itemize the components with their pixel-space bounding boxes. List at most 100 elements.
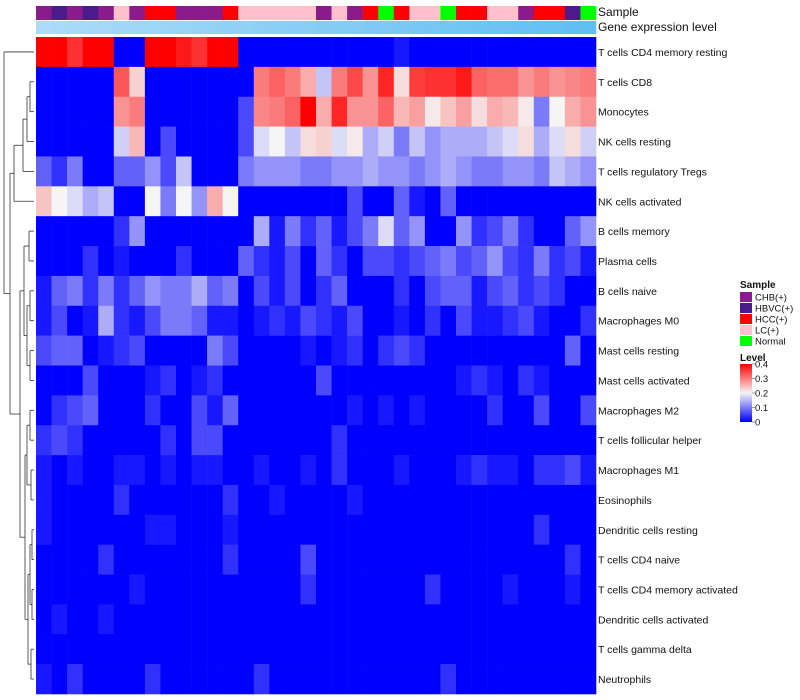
heatmap-cell [144,514,161,545]
heatmap-cell [564,96,581,127]
sample-legend-label: CHB(+) [755,293,787,304]
heatmap-cell [316,246,332,277]
heatmap-cell [51,365,68,396]
heatmap-cell [238,246,255,277]
sample-annotation-cell [160,6,177,20]
heatmap-cell [51,66,68,98]
heatmap-cell [331,365,348,396]
heatmap-cell [300,634,317,665]
heatmap-cell [113,664,130,695]
heatmap-cell [409,634,426,665]
heatmap-cell [331,275,348,307]
heatmap-cell [331,395,348,426]
heatmap-cell [393,275,410,307]
heatmap-cell [549,514,566,545]
heatmap-cells [36,37,597,695]
heatmap-cell [176,664,192,695]
heatmap-cell [113,395,130,426]
row-label: T cells CD4 memory activated [598,584,738,596]
heatmap-cell [456,66,472,98]
heatmap-cell [393,216,410,247]
heatmap-cell [424,335,441,366]
heatmap-cell [440,305,457,336]
heatmap-cell [378,544,395,575]
heatmap-cell [129,664,146,695]
heatmap-cell [207,335,223,366]
heatmap-cell [51,275,68,307]
heatmap-cell [502,246,519,277]
heatmap-cell [409,455,426,486]
heatmap-cell [144,216,161,247]
sample-annotation-cell [378,6,395,20]
heatmap-cell [36,604,52,635]
heatmap-cell [113,484,130,516]
heatmap-cell [487,216,503,247]
heatmap-cell [300,96,317,127]
heatmap-cell [82,395,99,426]
heatmap-cell [113,216,130,247]
heatmap-cell [456,305,472,336]
heatmap-cell [144,574,161,605]
heatmap-cell [518,514,535,545]
heatmap-cell [440,275,457,307]
heatmap-cell [393,156,410,187]
heatmap-cell [393,574,410,605]
heatmap-cell [378,186,395,217]
heatmap-cell [518,96,535,127]
heatmap-cell [424,604,441,635]
heatmap-cell [222,514,239,545]
heatmap-cell [409,425,426,456]
heatmap-cell [129,126,146,157]
expression-annotation-cell [502,21,519,34]
heatmap-cell [471,126,488,157]
heatmap-cell [51,216,68,247]
heatmap-cell [487,186,503,217]
heatmap-cell [347,574,363,605]
heatmap-cell [284,634,301,665]
level-legend-title: Level [740,353,766,364]
heatmap-cell [129,186,146,217]
heatmap-cell [67,425,83,456]
heatmap-cell [98,604,115,635]
heatmap-cell [284,66,301,98]
heatmap-cell [362,156,379,187]
heatmap-cell [269,66,286,98]
heatmap-cell [347,305,363,336]
heatmap-cell [98,216,115,247]
heatmap-cell [393,634,410,665]
heatmap-cell [160,246,177,277]
heatmap-cell [393,544,410,575]
sample-annotation-cell [316,6,332,20]
heatmap-cell [362,96,379,127]
heatmap-cell [207,66,223,98]
sample-annotation-cell [129,6,146,20]
sample-annotation-cell [176,6,192,20]
heatmap-cell [456,395,472,426]
heatmap-cell [347,96,363,127]
heatmap-cell [98,365,115,396]
heatmap-cell [222,216,239,247]
sample-annotation-cell [82,6,99,20]
heatmap-cell [518,425,535,456]
heatmap-cell [253,664,270,695]
row-label: Mast cells activated [598,375,690,387]
heatmap-cell [424,574,441,605]
heatmap-cell [518,574,535,605]
heatmap-cell [238,484,255,516]
heatmap-cell [580,365,597,396]
heatmap-cell [176,425,192,456]
heatmap-cell [129,484,146,516]
heatmap-cell [238,574,255,605]
row-dendrogram [3,51,34,680]
heatmap-cell [253,514,270,545]
heatmap-cell [176,275,192,307]
row-label: B cells naive [598,286,657,298]
heatmap-cell [98,634,115,665]
expression-annotation-cell [98,21,115,34]
heatmap-cell [580,96,597,127]
heatmap-cell [36,186,52,217]
heatmap-cell [207,365,223,396]
row-label: Monocytes [598,107,649,119]
heatmap-cell [440,37,457,68]
heatmap-cell [549,664,566,695]
